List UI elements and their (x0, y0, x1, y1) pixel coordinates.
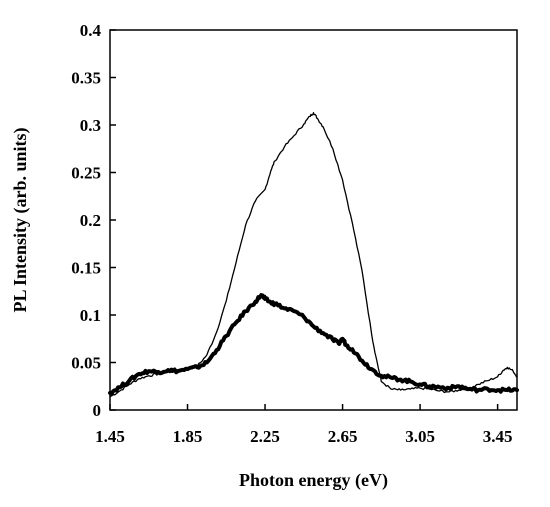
series-line-thin (109, 112, 518, 398)
plot-frame (109, 29, 518, 411)
y-axis-title: PL Intensity (arb. units) (10, 127, 31, 312)
y-tick-label: 0.25 (71, 164, 101, 183)
y-tick-label: 0.2 (80, 211, 101, 230)
x-axis-title: Photon energy (eV) (239, 470, 388, 491)
x-axis-ticks: 1.45 1.85 2.25 2.65 3.05 3.45 (95, 404, 512, 446)
series-layer (108, 112, 519, 398)
x-tick-label: 3.45 (483, 427, 513, 446)
y-tick-label: 0.4 (80, 21, 102, 40)
plot-area (109, 29, 518, 411)
y-axis-ticks: 0 0.05 0.1 0.15 0.2 0.25 0.3 0.35 0.4 (71, 21, 116, 420)
y-tick-label: 0.05 (71, 354, 101, 373)
series-line-thick (108, 293, 519, 396)
y-tick-label: 0.15 (71, 259, 101, 278)
y-tick-label: 0.35 (71, 69, 101, 88)
x-tick-label: 2.65 (328, 427, 358, 446)
x-tick-label: 2.25 (250, 427, 280, 446)
y-tick-label: 0.3 (80, 116, 101, 135)
x-tick-label: 1.85 (173, 427, 203, 446)
x-tick-label: 1.45 (95, 427, 125, 446)
x-tick-label: 3.05 (405, 427, 435, 446)
y-tick-label: 0 (93, 401, 102, 420)
y-tick-label: 0.1 (80, 306, 101, 325)
